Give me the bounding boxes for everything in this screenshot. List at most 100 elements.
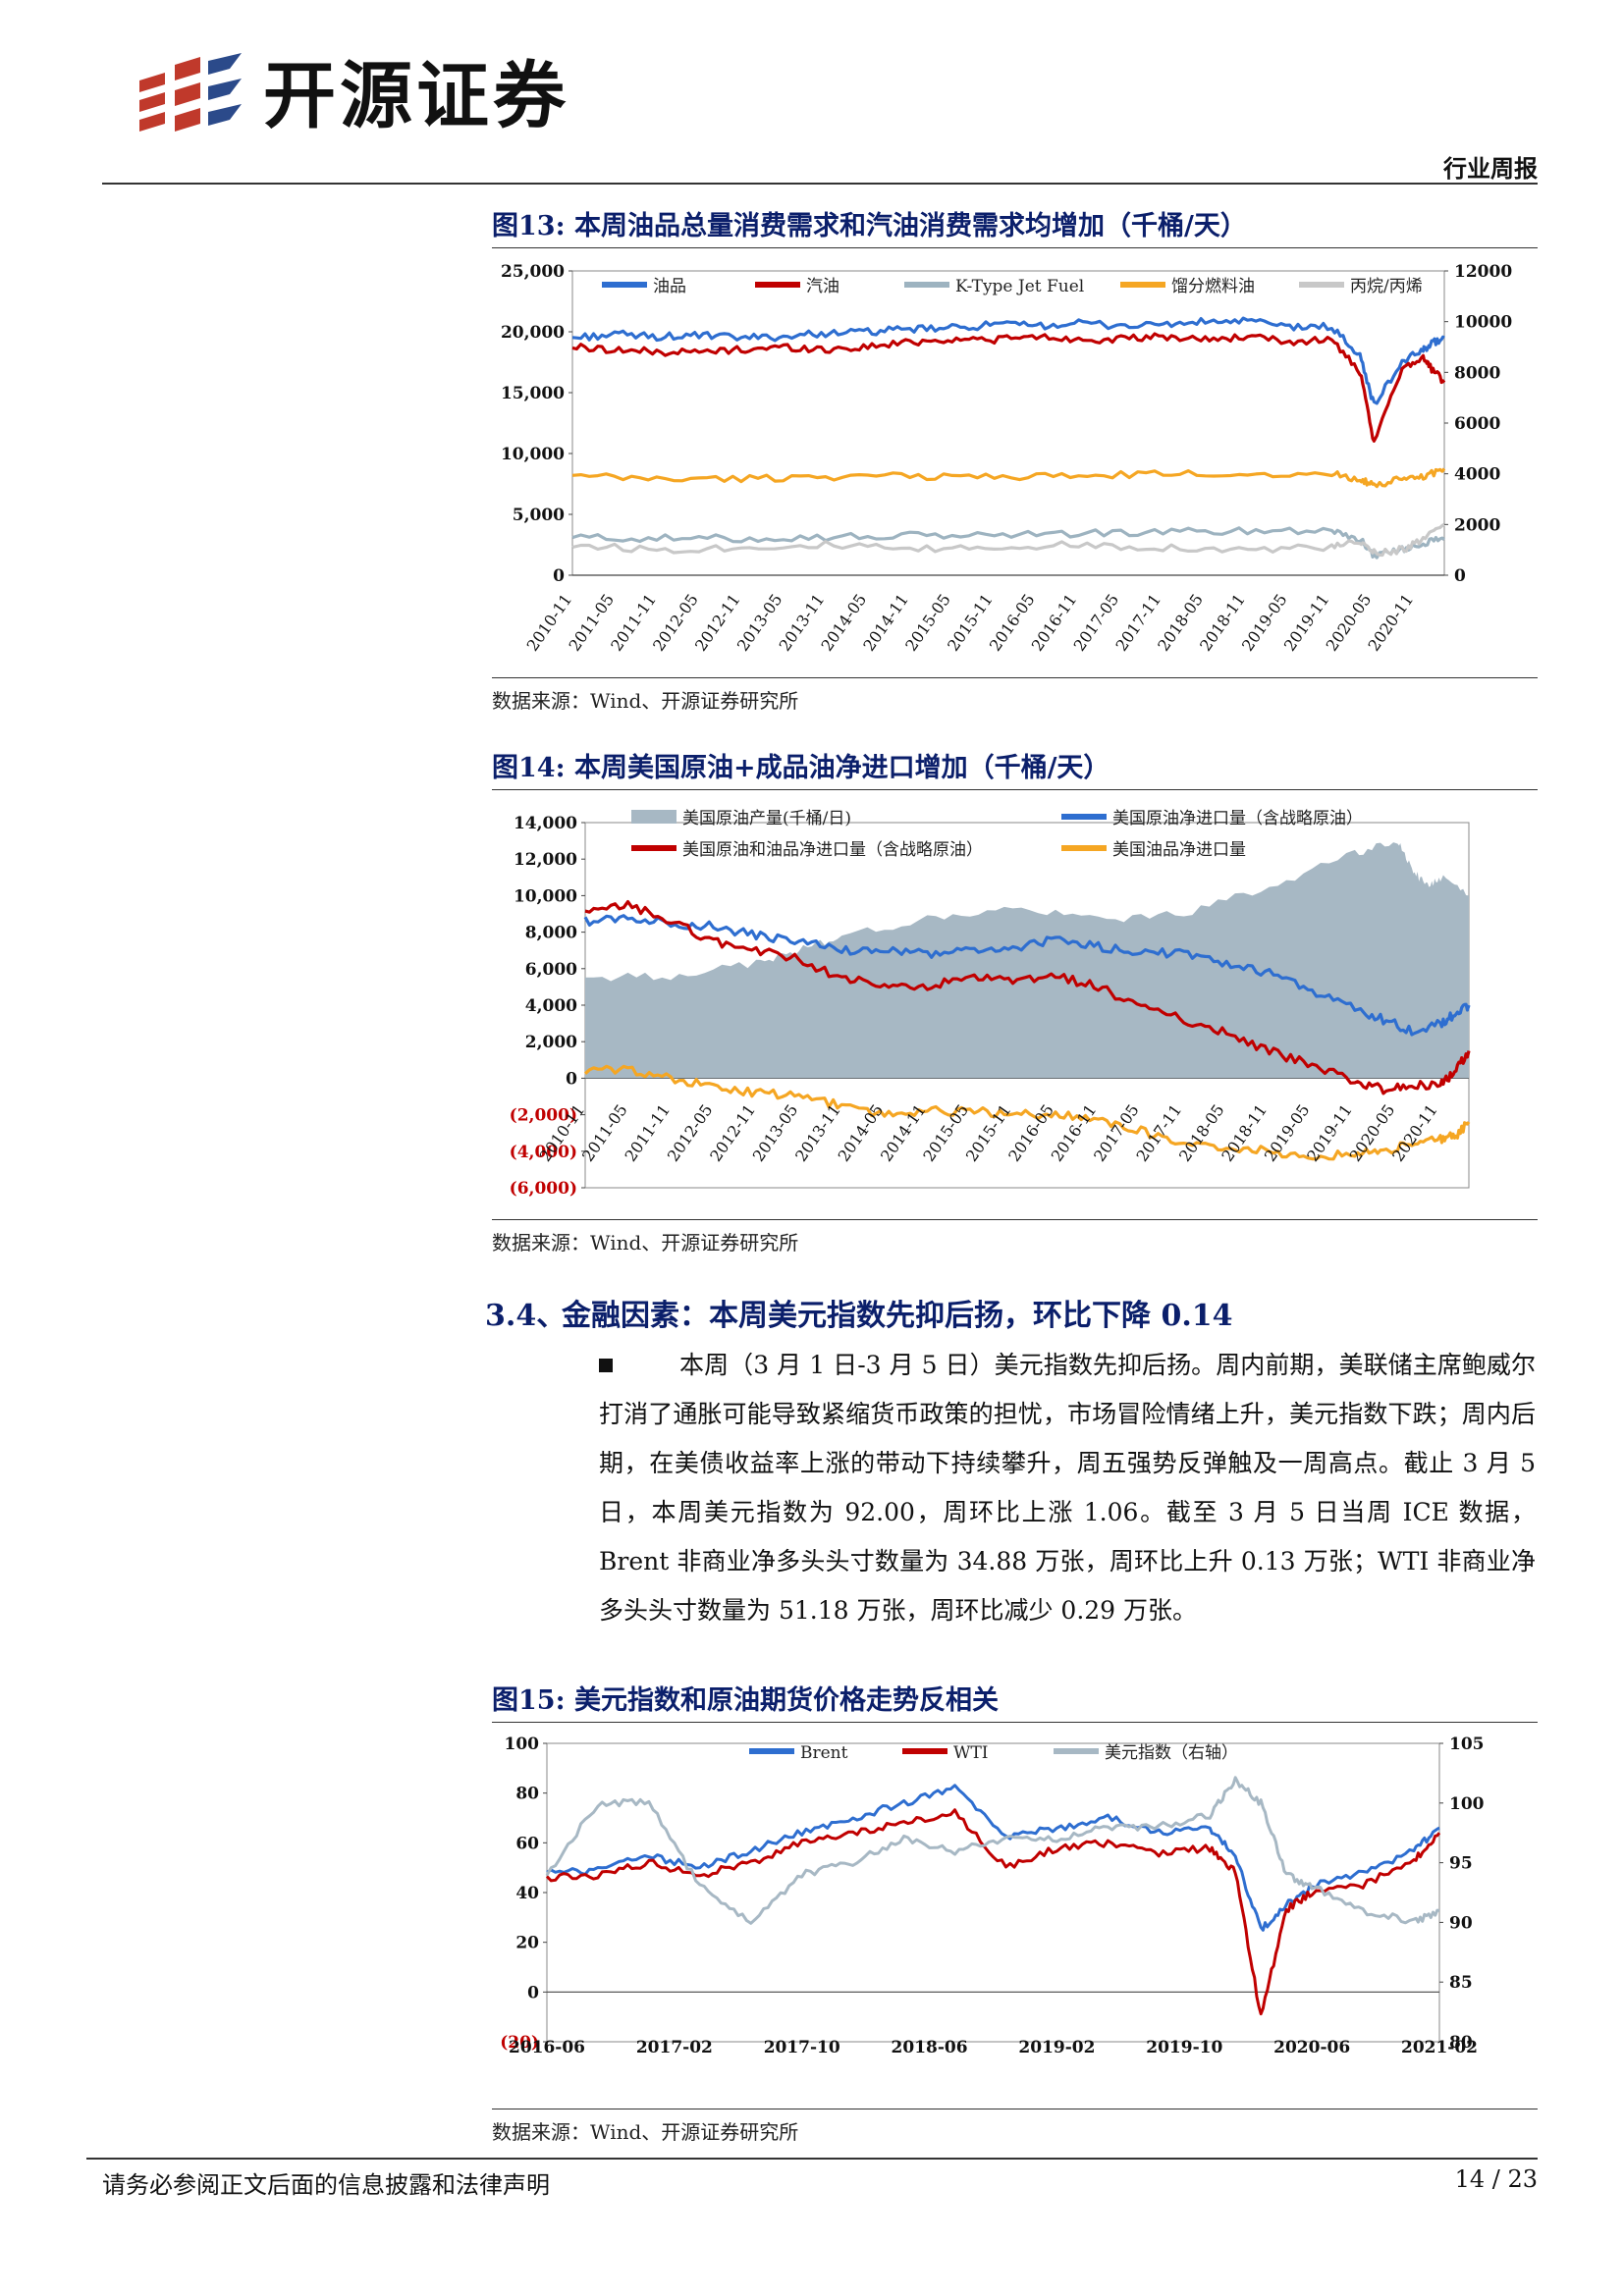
section-body: 本周（3 月 1 日-3 月 5 日）美元指数先抑后扬。周内前期，美联储主席鲍威… (599, 1351, 1536, 1625)
y-left-tick-label: 10,000 (514, 886, 577, 906)
y-right-tick-label: 90 (1449, 1913, 1473, 1933)
y-left-tick-label: 0 (553, 566, 565, 586)
y-right-tick-label: 6000 (1454, 414, 1500, 434)
y-left-tick-label: (4,000) (510, 1143, 577, 1162)
y-right-tick-label: 4000 (1454, 465, 1500, 485)
legend-label: K-Type Jet Fuel (955, 277, 1084, 296)
figure-13-source: 数据来源：Wind、开源证券研究所 (492, 689, 799, 713)
y-left-tick-label: (6,000) (510, 1179, 577, 1199)
figure-15-top-rule (492, 1722, 1538, 1723)
y-left-tick-label: 10,000 (501, 445, 565, 464)
legend-label: 美国原油产量(千桶/日) (682, 809, 851, 828)
figure-15-source: 数据来源：Wind、开源证券研究所 (492, 2120, 799, 2144)
y-right-tick-label: 85 (1449, 1973, 1473, 1993)
document-type: 行业周报 (1443, 154, 1538, 183)
y-left-tick-label: 0 (527, 1983, 539, 2002)
footer-disclaimer: 请务必参阅正文后面的信息披露和法律声明 (102, 2171, 550, 2199)
x-tick-label: 2020-06 (1273, 2038, 1350, 2057)
legend-label: 馏分燃料油 (1171, 277, 1255, 296)
y-left-tick-label: 80 (515, 1785, 539, 1804)
x-tick-label: 2017-10 (764, 2038, 840, 2057)
y-left-tick-label: 8,000 (525, 924, 577, 943)
y-right-tick-label: 105 (1449, 1735, 1485, 1754)
figure-15-title: 美元指数和原油期货价格走势反相关 (573, 1685, 999, 1716)
figure-15-label: 图15: (492, 1685, 566, 1716)
x-tick-label: 2019-02 (1018, 2038, 1095, 2057)
legend-swatch (631, 810, 677, 824)
footer-divider (86, 2158, 1538, 2160)
x-tick-label: 2017-02 (636, 2038, 713, 2057)
legend-label: 油品 (653, 277, 686, 296)
y-right-tick-label: 0 (1454, 566, 1466, 586)
y-left-tick-label: (2,000) (510, 1106, 577, 1126)
y-right-tick-label: 12000 (1454, 262, 1512, 282)
figure-14-top-rule (492, 789, 1538, 790)
legend-label: 美元指数（右轴） (1105, 1743, 1238, 1763)
company-logo-icon (139, 53, 242, 132)
series-area (585, 842, 1469, 1079)
series-line (571, 526, 1446, 560)
x-tick-label: 2018-06 (892, 2038, 968, 2057)
y-left-tick-label: (20) (500, 2033, 539, 2053)
figure-13-label: 图13: (492, 211, 566, 241)
y-right-tick-label: 10000 (1454, 313, 1512, 333)
y-left-tick-label: 0 (566, 1069, 577, 1089)
series-line (571, 522, 1445, 558)
y-left-tick-label: 14,000 (514, 814, 577, 833)
y-right-tick-label: 8000 (1454, 363, 1500, 383)
series-line (545, 1776, 1440, 1925)
y-left-tick-label: 40 (515, 1884, 539, 1903)
figure-13-bottom-rule (492, 677, 1538, 678)
paragraph-bullet-icon (599, 1359, 613, 1372)
y-left-tick-label: 5,000 (513, 506, 565, 525)
figure-13-title: 本周油品总量消费需求和汽油消费需求均增加（千桶/天） (573, 211, 1247, 241)
legend-label: 汽油 (806, 277, 839, 296)
y-left-tick-label: 15,000 (501, 384, 565, 403)
figure-14-source: 数据来源：Wind、开源证券研究所 (492, 1231, 799, 1255)
figure-14-chart: (6,000) (4,000) (2,000) 0 2,000 4,000 6,000 8,0… (510, 809, 1471, 1199)
series-line (571, 332, 1446, 443)
series-line (571, 316, 1445, 405)
legend-label: Brent (800, 1743, 848, 1763)
company-name: 开源证券 (263, 54, 569, 138)
header-divider (102, 183, 1538, 185)
figure-13-chart: 0 5,000 10,000 15,000 20,000 25,000 0 2000 4000 6… (501, 262, 1512, 655)
figure-15-chart: (20) 0 20 40 60 80 100 80 85 90 95 100 105 2016-06 201… (500, 1735, 1485, 2057)
section-paragraph: 本周（3 月 1 日-3 月 5 日）美元指数先抑后扬。周内前期，美联储主席鲍威… (599, 1341, 1536, 1635)
x-tick-label: 2021-02 (1401, 2038, 1478, 2057)
series-line (545, 1808, 1441, 2016)
y-left-tick-label: 60 (515, 1834, 539, 1853)
y-left-tick-label: 100 (505, 1735, 540, 1754)
section-title: 金融因素：本周美元指数先抑后扬，环比下降 0.14 (562, 1299, 1233, 1333)
y-right-tick-label: 100 (1449, 1794, 1485, 1814)
figure-13-top-rule (492, 247, 1538, 248)
page-number: 14 / 23 (1454, 2165, 1538, 2193)
legend-label: 丙烷/丙烯 (1350, 277, 1423, 296)
y-left-tick-label: 2,000 (525, 1033, 577, 1052)
y-right-tick-label: 95 (1449, 1854, 1473, 1874)
figure-14-bottom-rule (492, 1219, 1538, 1220)
figure-15-heading: 图15: 美元指数和原油期货价格走势反相关 (492, 1679, 999, 1717)
y-left-tick-label: 25,000 (501, 262, 565, 282)
figure-14-label: 图14: (492, 753, 566, 783)
y-right-tick-label: 2000 (1454, 515, 1500, 535)
y-left-tick-label: 20 (515, 1934, 539, 1953)
legend-label: 美国原油和油品净进口量（含战略原油） (682, 840, 983, 860)
section-heading: 3.4、金融因素：本周美元指数先抑后扬，环比下降 0.14 (485, 1291, 1233, 1334)
legend-label: WTI (953, 1743, 989, 1763)
y-left-tick-label: 20,000 (501, 323, 565, 343)
legend-label: 美国油品净进口量 (1112, 840, 1246, 860)
plot-frame (571, 270, 1445, 576)
y-left-tick-label: 12,000 (514, 850, 577, 870)
y-left-tick-label: 6,000 (525, 960, 577, 980)
section-number: 3.4、 (485, 1299, 567, 1333)
series-line (583, 914, 1471, 1037)
x-tick-label: 2016-06 (509, 2038, 585, 2057)
figure-13-heading: 图13: 本周油品总量消费需求和汽油消费需求均增加（千桶/天） (492, 204, 1247, 242)
series-line (583, 1064, 1471, 1161)
y-left-tick-label: 4,000 (525, 996, 577, 1016)
figure-14-title: 本周美国原油+成品油净进口增加（千桶/天） (573, 753, 1110, 783)
series-line (584, 900, 1471, 1095)
y-right-tick-label: 80 (1449, 2033, 1473, 2053)
legend-label: 美国原油净进口量（含战略原油） (1112, 809, 1363, 828)
